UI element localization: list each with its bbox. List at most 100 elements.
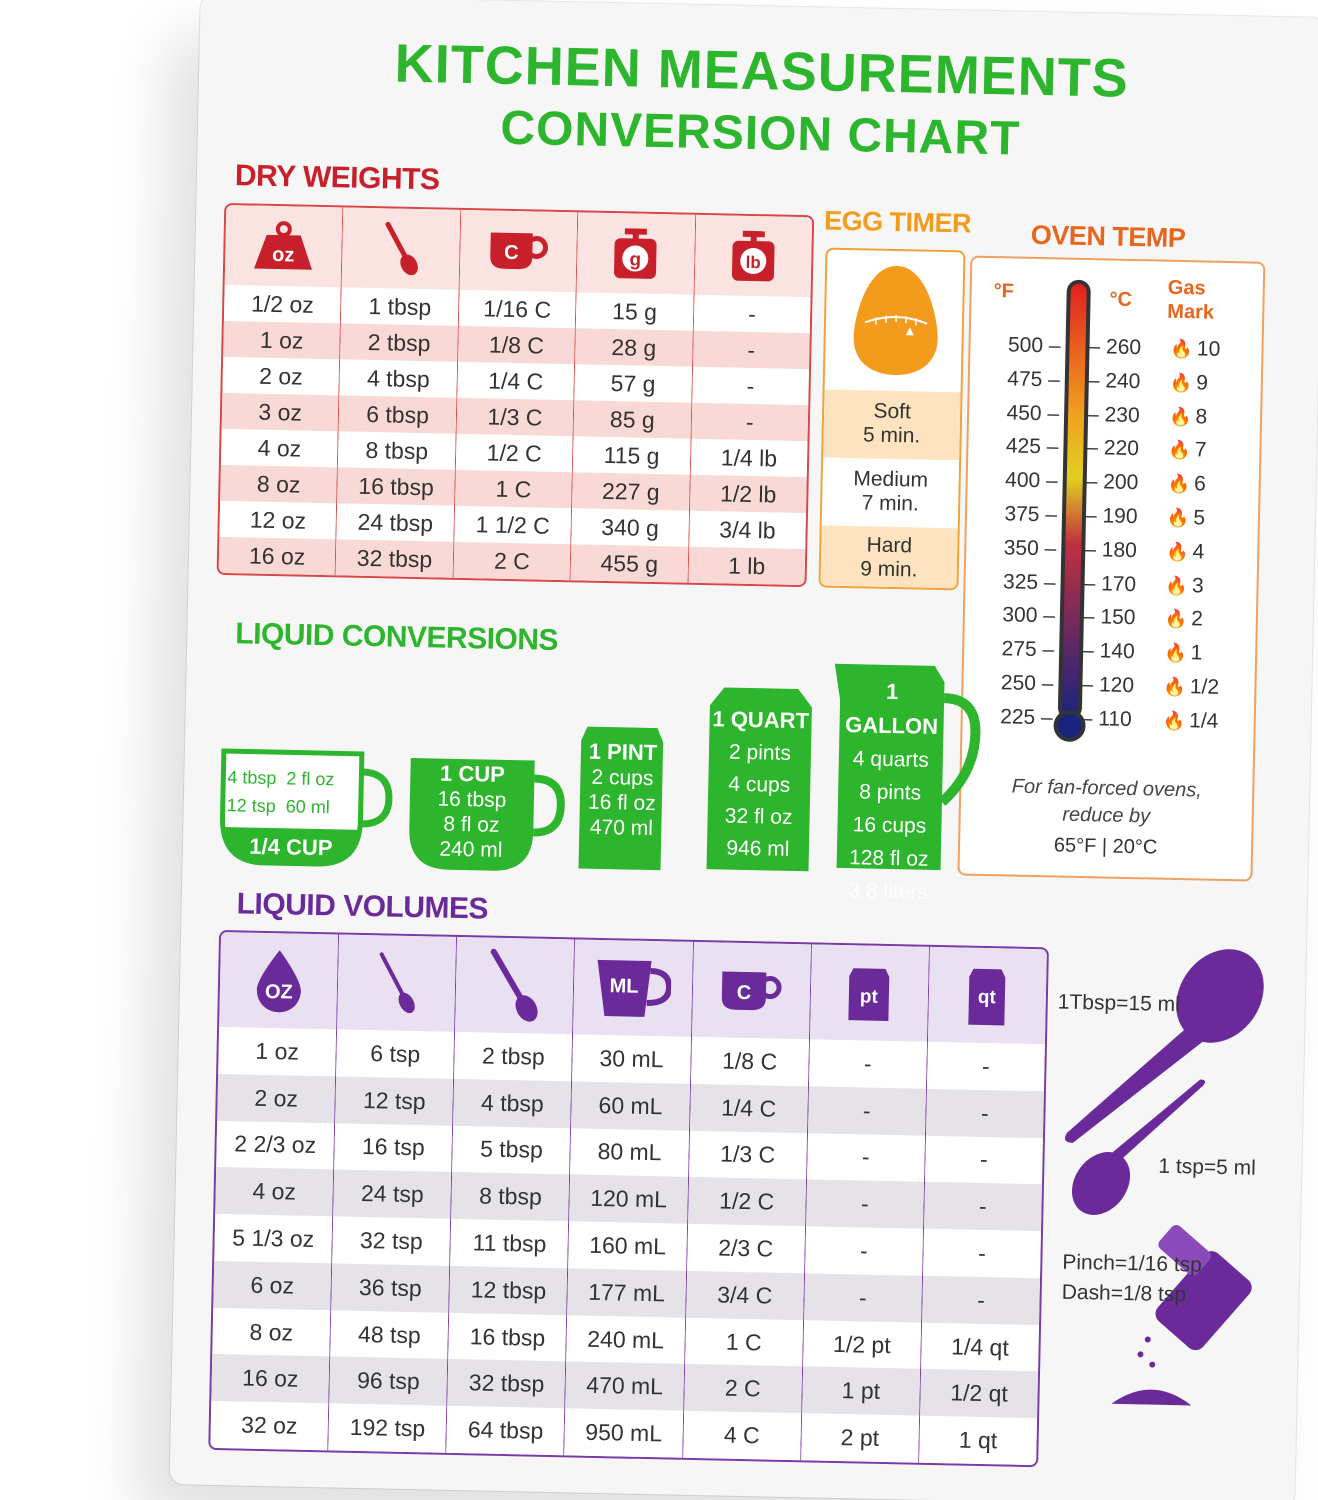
gas-mark-value: 4 [1192,540,1205,564]
liquid-volumes-title: LIQUID VOLUMES [236,887,489,926]
table-cell: 30 mL [572,1034,691,1084]
table-cell: 1/8 C [457,325,576,365]
table-cell: - [923,1182,1042,1232]
celsius-value: – 140 [1081,639,1135,664]
table-cell: - [692,330,810,370]
flame-icon: 🔥 [1163,676,1187,698]
table-cell: 3/4 C [685,1270,804,1320]
table-cell: 48 tsp [330,1310,449,1360]
table-cell: 1 oz [218,1026,337,1077]
table-cell: 192 tsp [328,1403,447,1453]
flame-icon: 🔥 [1165,575,1189,596]
table-cell: - [926,1041,1045,1092]
liquid-conversions-title: LIQUID CONVERSIONS [234,617,559,658]
pint-carton-icon: pt [809,944,929,1042]
celsius-value: – 240 [1087,368,1141,393]
measuring-cup-ml-icon: ML [573,939,693,1037]
table-cell: 950 mL [564,1408,683,1458]
liquid-volumes-table: OZ 1 oz 2 oz 2 2/3 oz 4 oz 5 1/3 oz 6 oz… [208,929,1049,1468]
table-cell: 1 C [454,469,573,509]
tsp-equivalence: 1 tsp=5 ml [1158,1154,1257,1180]
dry-col-oz: oz 1/2 oz 1 oz 2 oz 3 oz 4 oz 8 oz 12 oz… [218,204,344,576]
table-cell: 32 oz [210,1401,329,1451]
table-cell: 1 qt [918,1416,1038,1466]
quart-carton-icon: qt [927,946,1047,1045]
table-cell: 3 oz [221,392,339,432]
drop-icon: OZ [219,932,339,1030]
table-cell: - [806,1132,925,1183]
table-cell: 16 oz [218,536,336,576]
svg-text:ML: ML [609,975,638,998]
fahrenheit-value: 375 – [1004,502,1058,527]
table-cell: 1/2 lb [689,474,807,514]
gallon-icon: 1 GALLON 4 quarts 8 pints 16 cups 128 fl… [822,660,986,904]
table-cell: 2 oz [217,1073,336,1123]
fahrenheit-value: 300 – [1002,603,1056,628]
table-cell: 1/3 C [456,397,574,437]
table-cell: 6 oz [213,1260,332,1311]
table-cell: - [808,1039,927,1089]
table-cell: 36 tsp [331,1263,450,1313]
table-cell: 2 2/3 oz [216,1120,335,1170]
table-cell: 32 tsp [332,1216,451,1266]
tablespoon-icon [1176,949,1264,1043]
teaspoon-icon [337,934,457,1032]
table-cell: 1/2 C [455,433,573,473]
fahrenheit-value: 400 – [1004,468,1058,493]
spoon-icon [342,207,461,290]
dry-weights-title: DRY WEIGHTS [234,159,440,197]
table-cell: - [691,402,809,442]
fahrenheit-value: 500 – [1007,333,1061,358]
table-cell: 3/4 lb [688,510,807,550]
table-cell: 6 tbsp [339,395,457,434]
table-cell: - [804,1226,923,1276]
table-cell: 1/4 C [689,1083,808,1133]
gas-mark-value: 3 [1191,573,1204,598]
svg-text:OZ: OZ [264,980,292,1003]
spoons-illustration [1064,949,1264,1406]
vol-col-ml: ML 30 mL 60 mL 80 mL 120 mL 160 mL 177 m… [564,939,694,1458]
gas-mark-column: 🔥 10 🔥 9 🔥 8 🔥 7 🔥 6 🔥 5 🔥 4 🔥 3 🔥 2 🔥 1 🔥 1/2 🔥 1/4 [1162,332,1250,739]
table-cell: 1/8 C [690,1036,809,1087]
fahrenheit-value: 450 – [1006,400,1060,426]
table-cell: 32 tbsp [335,539,454,578]
table-cell: 2 pt [800,1413,919,1463]
table-cell: 16 tbsp [337,467,455,506]
svg-text:g: g [630,249,642,270]
table-cell: 32 tbsp [447,1359,566,1409]
table-cell: 6 tsp [336,1029,455,1079]
table-cell: 4 C [682,1411,801,1461]
egg-medium: Medium 7 min. [821,457,960,529]
table-cell: 177 mL [567,1268,686,1318]
celsius-value: – 200 [1085,470,1139,495]
table-cell: 115 g [573,436,691,475]
gas-mark-value: 10 [1196,337,1221,361]
flame-icon: 🔥 [1169,372,1193,394]
fahrenheit-value: 425 – [1005,434,1059,459]
table-cell: - [691,366,810,406]
flame-icon: 🔥 [1163,642,1187,664]
table-cell: 120 mL [569,1174,688,1224]
table-cell: 1/2 pt [802,1319,921,1370]
gas-mark-label: Gas Mark [1167,276,1215,324]
fahrenheit-value: 475 – [1007,367,1061,392]
dry-col-tbsp: 1 tbsp 2 tbsp 4 tbsp 6 tbsp 8 tbsp 16 tb… [335,207,462,578]
gas-mark-value: 5 [1193,506,1206,530]
gas-mark-value: 1/4 [1188,709,1219,733]
celsius-value: – 170 [1083,571,1137,596]
table-cell: - [922,1228,1041,1279]
table-cell: 2/3 C [686,1223,805,1274]
table-cell: 1/16 C [458,289,576,329]
table-cell: 1 oz [223,320,341,360]
quart-icon: 1 QUART 2 pints 4 cups 32 fl oz 946 ml [700,683,819,875]
table-cell: 1 pt [801,1366,920,1416]
celsius-label: °C [1109,288,1133,311]
table-cell: 227 g [572,472,690,511]
fan-forced-note: For fan-forced ovens, reduce by [1011,775,1203,828]
table-cell: 1/3 C [688,1130,807,1180]
table-cell: - [693,294,811,334]
egg-soft: Soft 5 min. [823,389,961,461]
table-cell: - [924,1135,1043,1185]
table-cell: 340 g [571,508,689,547]
table-cell: 96 tsp [329,1356,448,1407]
